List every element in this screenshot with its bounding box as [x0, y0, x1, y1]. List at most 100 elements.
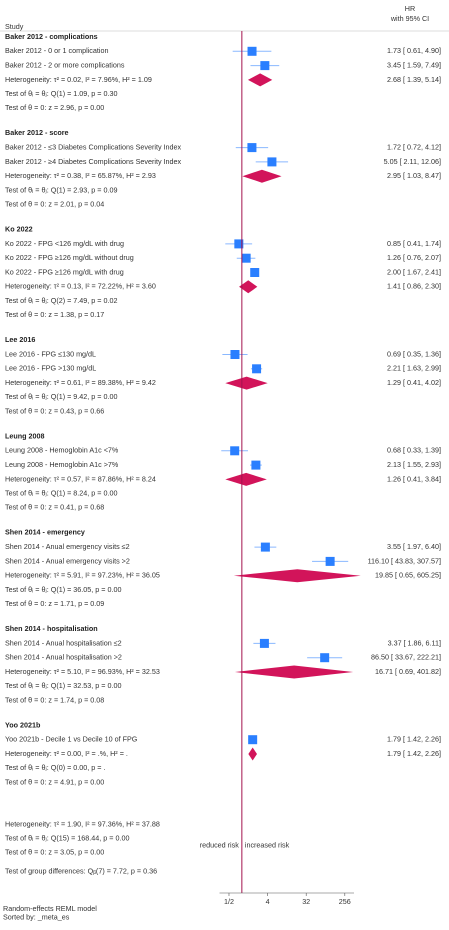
test-line: Test of θ = 0: z = 1.71, p = 0.09 [5, 599, 104, 608]
test-line: Test of θ = 0: z = 1.74, p = 0.08 [5, 695, 104, 704]
effect-interval: 86.50 [ 33.67, 222.21] [371, 653, 441, 662]
study-label: Shen 2014 - Anual emergency visits ≤2 [5, 542, 130, 551]
overall-heterogeneity: Heterogeneity: τ² = 1.90, I² = 97.36%, H… [5, 819, 160, 828]
heterogeneity: Heterogeneity: τ² = 0.57, I² = 87.86%, H… [5, 474, 156, 483]
heterogeneity: Heterogeneity: τ² = 5.10, I² = 96.93%, H… [5, 667, 160, 676]
study-label: Shen 2014 - Anual hospitalisation ≤2 [5, 638, 122, 647]
group-title: Yoo 2021b [5, 720, 41, 729]
study-label: Lee 2016 - FPG ≤130 mg/dL [5, 349, 96, 358]
overall-test: Test of θᵢ = θⱼ: Q(15) = 168.44, p = 0.0… [5, 834, 129, 843]
study-label: Baker 2012 - ≤3 Diabetes Complications S… [5, 143, 182, 152]
group-title: Shen 2014 - hospitalisation [5, 624, 98, 633]
effect-square [247, 46, 257, 56]
effect-interval: 2.13 [ 1.55, 2.93] [387, 460, 441, 469]
overall-test: Test of θ = 0: z = 3.05, p = 0.00 [5, 848, 104, 857]
group-test: Test of group differences: Qᵦ(7) = 7.72,… [5, 867, 157, 876]
effect-interval: 1.29 [ 0.41, 4.02] [387, 378, 441, 387]
heterogeneity: Heterogeneity: τ² = 0.00, I² = .%, H² = … [5, 749, 128, 758]
heterogeneity: Heterogeneity: τ² = 0.13, I² = 72.22%, H… [5, 282, 156, 291]
effect-square [259, 638, 269, 648]
effect-square [230, 350, 240, 359]
test-line: Test of θ = 0: z = 2.01, p = 0.04 [5, 200, 104, 209]
effect-square [250, 268, 260, 277]
effect-square [260, 542, 270, 552]
study-label: Lee 2016 - FPG >130 mg/dL [5, 364, 96, 373]
direction-label: increased risk [245, 841, 290, 850]
test-line: Test of θ = 0: z = 1.38, p = 0.17 [5, 310, 104, 319]
effect-interval: 0.85 [ 0.41, 1.74] [387, 239, 441, 248]
group-title: Ko 2022 [5, 225, 33, 234]
effect-interval: 19.85 [ 0.65, 605.25] [375, 571, 441, 580]
effect-interval: 2.95 [ 1.03, 8.47] [387, 171, 441, 180]
study-label: Baker 2012 - 2 or more complications [5, 61, 125, 70]
test-line: Test of θᵢ = θⱼ: Q(1) = 9.42, p = 0.00 [5, 392, 117, 401]
test-line: Test of θᵢ = θⱼ: Q(1) = 36.05, p = 0.00 [5, 585, 121, 594]
group-title: Baker 2012 - complications [5, 32, 98, 41]
effect-square [320, 653, 330, 663]
effect-square [234, 239, 244, 249]
effect-interval: 2.00 [ 1.67, 2.41] [387, 267, 441, 276]
study-label: Ko 2022 - FPG ≥126 mg/dL with drug [5, 267, 124, 276]
group-title: Leung 2008 [5, 431, 45, 440]
effect-interval: 3.37 [ 1.86, 6.11] [388, 638, 441, 647]
heterogeneity: Heterogeneity: τ² = 0.02, I² = 7.96%, H²… [5, 75, 152, 84]
effect-interval: 1.79 [ 1.42, 2.26] [387, 749, 441, 758]
effect-interval: 116.10 [ 43.83, 307.57] [368, 556, 441, 565]
effect-interval: 0.68 [ 0.33, 1.39] [387, 446, 441, 455]
test-line: Test of θᵢ = θⱼ: Q(1) = 2.93, p = 0.09 [5, 185, 117, 194]
test-line: Test of θ = 0: z = 0.43, p = 0.66 [5, 406, 104, 415]
test-line: Test of θ = 0: z = 2.96, p = 0.00 [5, 103, 104, 112]
effect-square [252, 364, 262, 374]
group-title: Shen 2014 - emergency [5, 528, 85, 537]
effect-interval: 16.71 [ 0.69, 401.82] [375, 667, 441, 676]
summary-diamond [225, 472, 267, 486]
effect-interval: 2.21 [ 1.63, 2.99] [387, 364, 441, 373]
effect-interval: 1.26 [ 0.41, 3.84] [387, 474, 441, 483]
summary-diamond [239, 280, 258, 294]
group-title: Lee 2016 [5, 335, 35, 344]
direction-label: reduced risk [200, 841, 240, 850]
summary-diamond [248, 747, 257, 761]
summary-diamond [247, 73, 273, 87]
summary-diamond [242, 169, 282, 183]
effect-interval: 5.05 [ 2.11, 12.06] [384, 157, 441, 166]
group-title: Baker 2012 - score [5, 128, 69, 137]
effect-square [325, 556, 335, 566]
test-line: Test of θᵢ = θⱼ: Q(2) = 7.49, p = 0.02 [5, 296, 117, 305]
effect-interval: 1.79 [ 1.42, 2.26] [387, 735, 441, 744]
test-line: Test of θ = 0: z = 0.41, p = 0.68 [5, 503, 104, 512]
effect-square [267, 157, 277, 167]
test-line: Test of θ = 0: z = 4.91, p = 0.00 [5, 777, 104, 786]
x-tick-label: 4 [266, 897, 270, 906]
effect-square [230, 446, 240, 456]
summary-diamond [234, 665, 354, 679]
effect-header: with 95% CI [390, 14, 429, 23]
note: Random-effects REML model [3, 904, 97, 913]
test-line: Test of θᵢ = θⱼ: Q(1) = 1.09, p = 0.30 [5, 89, 117, 98]
effect-interval: 3.45 [ 1.59, 7.49] [387, 61, 441, 70]
study-label: Shen 2014 - Anual emergency visits >2 [5, 556, 130, 565]
heterogeneity: Heterogeneity: τ² = 5.91, I² = 97.23%, H… [5, 571, 160, 580]
x-tick-label: 256 [339, 897, 351, 906]
effect-header: HR [405, 4, 415, 13]
effect-square [248, 735, 258, 745]
heterogeneity: Heterogeneity: τ² = 0.38, I² = 65.87%, H… [5, 171, 156, 180]
effect-square [247, 143, 257, 153]
effect-interval: 0.69 [ 0.35, 1.36] [387, 349, 441, 358]
x-tick-label: 32 [302, 897, 310, 906]
effect-interval: 1.41 [ 0.86, 2.30] [387, 282, 441, 291]
effect-square [251, 460, 261, 470]
summary-diamond [233, 569, 361, 583]
study-label: Shen 2014 - Anual hospitalisation >2 [5, 653, 122, 662]
effect-square [260, 61, 270, 71]
test-line: Test of θᵢ = θⱼ: Q(0) = 0.00, p = . [5, 763, 105, 772]
note: Sorted by: _meta_es [3, 912, 70, 921]
study-label: Baker 2012 - ≥4 Diabetes Complications S… [5, 157, 182, 166]
x-tick-label: 1/2 [224, 897, 234, 906]
effect-interval: 2.68 [ 1.39, 5.14] [387, 75, 441, 84]
study-header: Study [5, 22, 24, 31]
study-label: Leung 2008 - Hemoglobin A1c <7% [5, 446, 119, 455]
study-label: Ko 2022 - FPG <126 mg/dL with drug [5, 239, 124, 248]
test-line: Test of θᵢ = θⱼ: Q(1) = 8.24, p = 0.00 [5, 489, 117, 498]
